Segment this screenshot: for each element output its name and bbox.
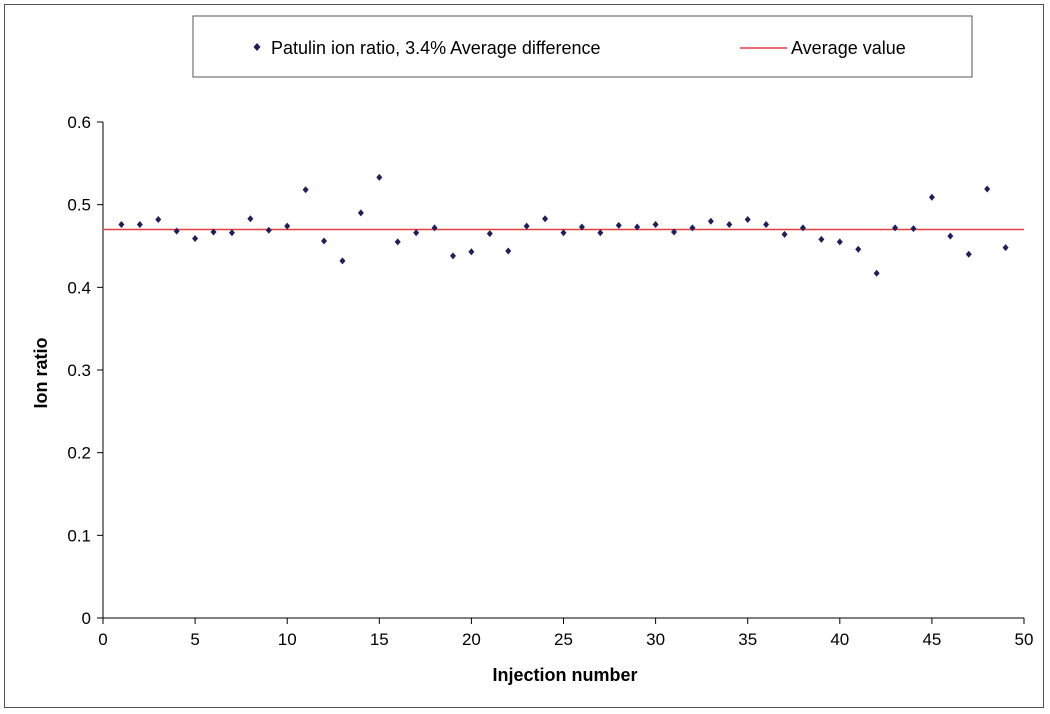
data-point <box>118 221 125 229</box>
data-point <box>413 229 420 237</box>
data-point <box>486 230 493 238</box>
data-point <box>671 228 678 236</box>
data-point <box>615 221 622 229</box>
data-point <box>210 228 217 236</box>
data-point <box>302 186 309 194</box>
data-point <box>744 216 751 224</box>
y-tick-label: 0.4 <box>67 278 91 297</box>
chart-frame: Patulin ion ratio, 3.4% Average differen… <box>4 4 1044 708</box>
data-point <box>339 257 346 265</box>
x-tick-label: 35 <box>738 630 757 649</box>
y-tick-label: 0.2 <box>67 444 91 463</box>
x-tick-label: 25 <box>554 630 573 649</box>
y-tick-label: 0 <box>82 609 91 628</box>
data-point <box>357 209 364 217</box>
data-point <box>505 247 512 255</box>
y-tick-label: 0.6 <box>67 113 91 132</box>
x-tick-label: 20 <box>462 630 481 649</box>
data-point <box>652 221 659 229</box>
data-point <box>799 224 806 232</box>
x-tick-label: 5 <box>190 630 199 649</box>
y-tick-label: 0.5 <box>67 196 91 215</box>
y-axis-title: Ion ratio <box>31 337 51 408</box>
data-point <box>228 229 235 237</box>
data-point <box>947 232 954 240</box>
x-tick-label: 30 <box>646 630 665 649</box>
data-point <box>578 223 585 231</box>
legend-label-average: Average value <box>791 38 906 58</box>
data-point <box>431 224 438 232</box>
data-point <box>376 173 383 181</box>
series-patulin-ion-ratio <box>118 173 1009 277</box>
data-point <box>984 185 991 193</box>
data-point <box>394 238 401 246</box>
x-tick-label: 45 <box>922 630 941 649</box>
x-tick-label: 10 <box>278 630 297 649</box>
data-point <box>855 245 862 253</box>
plot-axes: 0 0.1 0.2 0.3 0.4 0.5 0.6 0 5 10 15 20 25 30 35 40 45 50 <box>67 113 1033 649</box>
data-point <box>468 248 475 256</box>
x-tick-label: 50 <box>1015 630 1034 649</box>
data-point <box>597 229 604 237</box>
y-tick-label: 0.3 <box>67 361 91 380</box>
legend: Patulin ion ratio, 3.4% Average differen… <box>192 15 973 78</box>
data-point <box>321 237 328 245</box>
x-tick-label: 15 <box>370 630 389 649</box>
data-point <box>873 269 880 277</box>
data-point <box>1002 244 1009 252</box>
data-point <box>818 235 825 243</box>
x-axis-title: Injection number <box>492 665 637 685</box>
data-point <box>910 225 917 233</box>
data-point <box>781 230 788 238</box>
legend-label-patulin: Patulin ion ratio, 3.4% Average differen… <box>271 38 601 58</box>
data-point <box>284 222 291 230</box>
data-point <box>247 215 254 223</box>
legend-marker-patulin <box>253 43 261 51</box>
y-tick-label: 0.1 <box>67 526 91 545</box>
data-point <box>836 238 843 246</box>
data-point <box>136 221 143 229</box>
data-point <box>560 229 567 237</box>
legend-box <box>192 15 973 78</box>
data-point <box>928 193 935 201</box>
data-point <box>892 224 899 232</box>
x-tick-label: 0 <box>98 630 107 649</box>
data-point <box>634 223 641 231</box>
data-point <box>707 217 714 225</box>
x-tick-label: 40 <box>830 630 849 649</box>
data-point <box>763 221 770 229</box>
data-point <box>173 227 180 235</box>
data-point <box>192 235 199 243</box>
data-point <box>542 215 549 223</box>
data-point <box>689 224 696 232</box>
data-point <box>265 226 272 234</box>
data-point <box>726 221 733 229</box>
data-point <box>449 252 456 260</box>
data-point <box>155 216 162 224</box>
data-point <box>965 250 972 258</box>
data-point <box>523 222 530 230</box>
chart-svg: Patulin ion ratio, 3.4% Average differen… <box>31 15 1033 685</box>
